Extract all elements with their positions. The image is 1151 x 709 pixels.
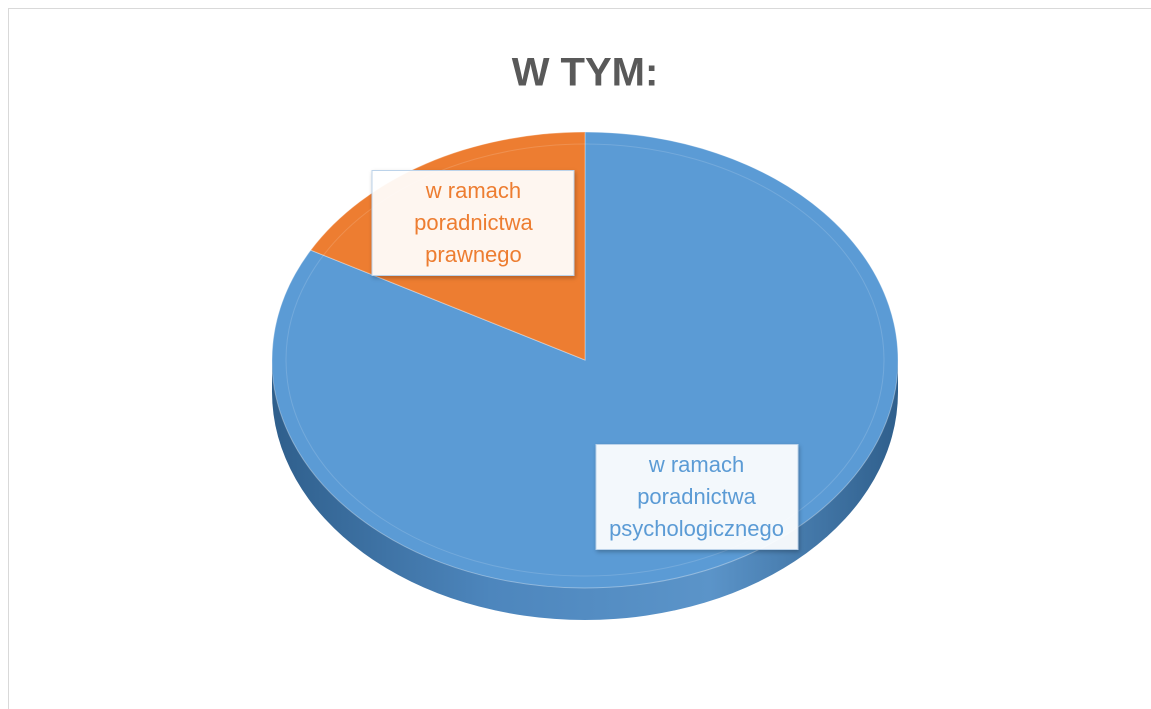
chart: W TYM: [271, 51, 899, 620]
chart-frame [8, 8, 1151, 709]
pie-highlight [285, 143, 885, 577]
data-label: w ramach poradnictwa prawnego [371, 169, 575, 276]
chart-title: W TYM: [512, 51, 659, 95]
data-label: w ramach poradnictwa psychologicznego [595, 444, 799, 551]
page: W TYM: (() => { const data = JSON.parse(… [8, 8, 1151, 709]
